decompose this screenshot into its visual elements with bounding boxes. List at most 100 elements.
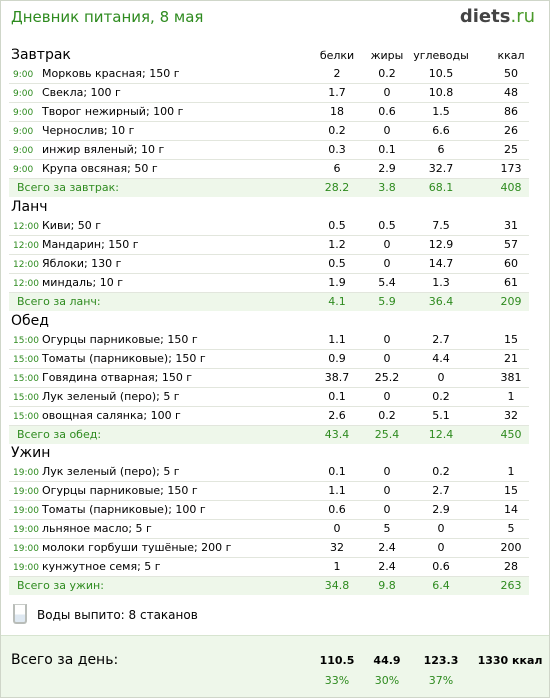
food-time: 15:00 [13,412,39,422]
meal-total-row: Всего за обед: 43.4 25.4 12.4 450 [9,426,529,444]
meal-total-carbs: 6.4 [432,579,450,592]
food-row[interactable]: 9:00 Чернослив; 10 г 0.2 0 6.6 26 [9,122,529,141]
food-protein: 1.1 [328,333,346,346]
food-fat: 0.2 [378,67,396,80]
food-row[interactable]: 19:00 Огурцы парниковые; 150 г 1.1 0 2.7 15 [9,482,529,501]
food-kcal: 200 [500,541,522,554]
column-header-carbs: углеводы [413,49,469,62]
food-fat: 0.1 [378,143,396,156]
food-protein: 1.1 [328,484,346,497]
food-fat: 0.6 [378,105,396,118]
day-total: Всего за день: 110.5 44.9 123.3 1330 кка… [1,635,549,697]
meal-title: Ланч [11,199,48,215]
meal-total-carbs: 68.1 [428,181,454,194]
column-header-kcal: ккал [497,49,525,62]
day-protein-percent: 33% [324,674,350,687]
food-row[interactable]: 15:00 овощная салянка; 100 г 2.6 0.2 5.1 32 [9,407,529,426]
food-row[interactable]: 15:00 Лук зеленый (перо); 5 г 0.1 0 0.2 1 [9,388,529,407]
food-kcal: 1 [507,390,515,403]
food-row[interactable]: 15:00 Говядина отварная; 150 г 38.7 25.2 0 38… [9,369,529,388]
food-name: Киви; 50 г [42,219,102,232]
food-time: 9:00 [13,108,34,118]
water-intake: Воды выпито: 8 стаканов [11,602,411,628]
food-row[interactable]: 9:00 Творог нежирный; 100 г 18 0.6 1.5 86 [9,103,529,122]
food-row[interactable]: 19:00 молоки горбуши тушёные; 200 г 32 2.4 0… [9,539,529,558]
food-name: Говядина отварная; 150 г [42,371,193,384]
food-row[interactable]: 9:00 Свекла; 100 г 1.7 0 10.8 48 [9,84,529,103]
food-protein: 2 [333,67,341,80]
food-row[interactable]: 19:00 льняное масло; 5 г 0 5 0 5 [9,520,529,539]
food-kcal: 28 [504,560,518,573]
day-total-fat: 44.9 [373,654,401,667]
food-fat: 0 [383,257,391,270]
meal-items: 9:00 Морковь красная; 150 г 2 0.2 10.5 50 9:00… [9,65,529,197]
food-name: Лук зеленый (перо); 5 г [42,465,180,478]
food-row[interactable]: 19:00 кунжутное семя; 5 г 1 2.4 0.6 28 [9,558,529,577]
food-fat: 0 [383,352,391,365]
food-row[interactable]: 12:00 Яблоки; 130 г 0.5 0 14.7 60 [9,255,529,274]
food-row[interactable]: 15:00 Огурцы парниковые; 150 г 1.1 0 2.7 15 [9,331,529,350]
meal-total-carbs: 36.4 [428,295,454,308]
food-time: 15:00 [13,393,39,403]
meal-title: Ужин [11,445,51,461]
food-protein: 1.2 [328,238,346,251]
meal-total-protein: 28.2 [324,181,350,194]
food-row[interactable]: 12:00 Киви; 50 г 0.5 0.5 7.5 31 [9,217,529,236]
food-fat: 2.4 [378,541,396,554]
food-name: инжир вяленый; 10 г [42,143,165,156]
food-row[interactable]: 19:00 Лук зеленый (перо); 5 г 0.1 0 0.2 1 [9,463,529,482]
food-carbs: 10.8 [428,86,454,99]
food-fat: 0 [383,333,391,346]
food-protein: 6 [333,162,341,175]
water-text: Воды выпито: 8 стаканов [37,608,198,622]
meal-total-protein: 43.4 [324,428,350,441]
meal-total-protein: 4.1 [328,295,346,308]
day-carbs-percent: 37% [428,674,454,687]
food-protein: 0.2 [328,124,346,137]
food-fat: 0 [383,390,391,403]
day-total-protein: 110.5 [319,654,355,667]
food-row[interactable]: 15:00 Томаты (парниковые); 150 г 0.9 0 4.4 21 [9,350,529,369]
meal-total-carbs: 12.4 [428,428,454,441]
food-name: Морковь красная; 150 г [42,67,180,80]
food-time: 19:00 [13,563,39,573]
meal-total-fat: 3.8 [378,181,396,194]
food-row[interactable]: 9:00 инжир вяленый; 10 г 0.3 0.1 6 25 [9,141,529,160]
food-carbs: 7.5 [432,219,450,232]
food-time: 19:00 [13,468,39,478]
food-fat: 2.9 [378,162,396,175]
meal-total-kcal: 209 [500,295,522,308]
food-time: 12:00 [13,241,39,251]
day-total-carbs: 123.3 [423,654,459,667]
food-protein: 0 [333,522,341,535]
food-time: 15:00 [13,374,39,384]
meal-total-label: Всего за ланч: [17,295,101,308]
food-fat: 0 [383,465,391,478]
food-time: 15:00 [13,336,39,346]
food-kcal: 1 [507,465,515,478]
food-carbs: 1.3 [432,276,450,289]
food-protein: 38.7 [324,371,350,384]
meal-total-row: Всего за ланч: 4.1 5.9 36.4 209 [9,293,529,311]
food-carbs: 0.2 [432,390,450,403]
food-row[interactable]: 19:00 Томаты (парниковые); 100 г 0.6 0 2.9 14 [9,501,529,520]
food-kcal: 86 [504,105,518,118]
food-row[interactable]: 12:00 миндаль; 10 г 1.9 5.4 1.3 61 [9,274,529,293]
meal-items: 19:00 Лук зеленый (перо); 5 г 0.1 0 0.2 1 19:0… [9,463,529,595]
food-protein: 0.5 [328,257,346,270]
food-row[interactable]: 9:00 Морковь красная; 150 г 2 0.2 10.5 50 [9,65,529,84]
food-carbs: 5.1 [432,409,450,422]
column-header-protein: белки [319,49,355,62]
food-time: 9:00 [13,165,34,175]
food-name: Яблоки; 130 г [42,257,122,270]
site-logo[interactable]: diets.ru [460,6,535,27]
food-carbs: 2.7 [432,333,450,346]
food-row[interactable]: 12:00 Мандарин; 150 г 1.2 0 12.9 57 [9,236,529,255]
food-kcal: 26 [504,124,518,137]
meal-total-kcal: 450 [500,428,522,441]
food-protein: 1.7 [328,86,346,99]
food-protein: 32 [330,541,344,554]
food-row[interactable]: 9:00 Крупа овсяная; 50 г 6 2.9 32.7 173 [9,160,529,179]
food-name: Творог нежирный; 100 г [42,105,184,118]
food-carbs: 6.6 [432,124,450,137]
